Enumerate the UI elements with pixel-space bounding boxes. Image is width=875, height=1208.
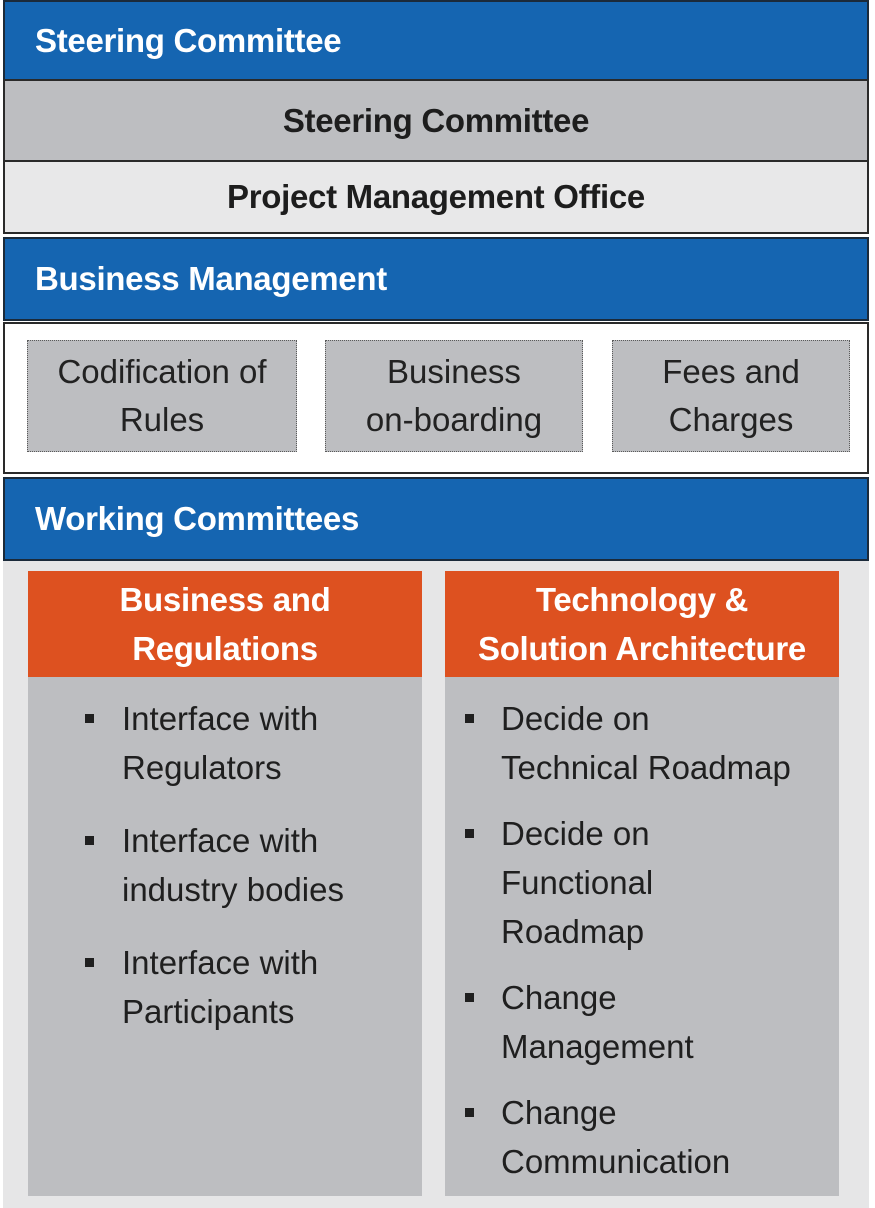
item-line: Decide on bbox=[501, 700, 650, 737]
list-item: Decide on Functional Roadmap bbox=[445, 809, 839, 956]
technology-architecture-list: Decide on Technical Roadmap Decide on Fu… bbox=[445, 694, 839, 1186]
bullet-icon bbox=[465, 829, 474, 838]
business-regulations-header: Business and Regulations bbox=[28, 571, 422, 677]
box-line: Rules bbox=[119, 401, 205, 438]
business-management-band-title: Business Management bbox=[35, 260, 387, 297]
item-line: Functional bbox=[501, 864, 654, 901]
box-line: Codification of bbox=[57, 353, 267, 390]
technology-architecture-header: Technology & Solution Architecture bbox=[445, 571, 839, 677]
header-line: Business and bbox=[119, 581, 331, 618]
list-item: Interface with Regulators bbox=[28, 694, 422, 792]
pmo-row: Project Management Office bbox=[3, 160, 869, 234]
working-committees-area: Business and Regulations Interface with … bbox=[3, 561, 869, 1208]
business-onboarding-box: Business on-boarding bbox=[325, 340, 583, 452]
technology-architecture-column: Technology & Solution Architecture Decid… bbox=[445, 571, 839, 1196]
header-line: Regulations bbox=[132, 630, 318, 667]
item-line: Management bbox=[501, 1028, 694, 1065]
box-line: Fees and bbox=[662, 353, 800, 390]
item-line: Interface with bbox=[122, 944, 319, 981]
item-line: Decide on bbox=[501, 815, 650, 852]
list-item: Change Communication bbox=[445, 1088, 839, 1186]
pmo-row-label: Project Management Office bbox=[227, 178, 645, 215]
item-line: Interface with bbox=[122, 822, 319, 859]
business-regulations-list: Interface with Regulators Interface with… bbox=[28, 694, 422, 1036]
business-regulations-column: Business and Regulations Interface with … bbox=[28, 571, 422, 1196]
steering-committee-band: Steering Committee bbox=[3, 0, 869, 81]
item-line: Change bbox=[501, 979, 617, 1016]
list-item: Interface with Participants bbox=[28, 938, 422, 1036]
codification-of-rules-box: Codification of Rules bbox=[27, 340, 297, 452]
bullet-icon bbox=[465, 993, 474, 1002]
item-line: Change bbox=[501, 1094, 617, 1131]
steering-committee-row-label: Steering Committee bbox=[282, 101, 590, 139]
bullet-icon bbox=[85, 836, 94, 845]
bullet-icon bbox=[465, 1108, 474, 1117]
box-line: Business bbox=[387, 353, 521, 390]
item-line: industry bodies bbox=[122, 871, 344, 908]
header-line: Solution Architecture bbox=[477, 630, 806, 667]
bullet-icon bbox=[85, 958, 94, 967]
fees-and-charges-box: Fees and Charges bbox=[612, 340, 850, 452]
steering-committee-row: Steering Committee bbox=[3, 79, 869, 162]
item-line: Interface with bbox=[122, 700, 319, 737]
item-line: Regulators bbox=[122, 749, 282, 786]
box-line: Charges bbox=[668, 401, 794, 438]
business-management-panel: Codification of Rules Business on-boardi… bbox=[3, 322, 869, 474]
list-item: Interface with industry bodies bbox=[28, 816, 422, 914]
bullet-icon bbox=[465, 714, 474, 723]
box-line: on-boarding bbox=[365, 401, 543, 438]
item-line: Communication bbox=[501, 1143, 731, 1180]
item-line: Participants bbox=[122, 993, 295, 1030]
business-management-band: Business Management bbox=[3, 237, 869, 321]
header-line: Technology & bbox=[535, 581, 749, 618]
list-item: Change Management bbox=[445, 973, 839, 1071]
working-committees-band: Working Committees bbox=[3, 477, 869, 561]
steering-committee-band-title: Steering Committee bbox=[35, 21, 342, 59]
bullet-icon bbox=[85, 714, 94, 723]
list-item: Decide on Technical Roadmap bbox=[445, 694, 839, 792]
item-line: Technical Roadmap bbox=[501, 749, 791, 786]
item-line: Roadmap bbox=[501, 913, 645, 950]
working-committees-band-title: Working Committees bbox=[35, 500, 360, 537]
